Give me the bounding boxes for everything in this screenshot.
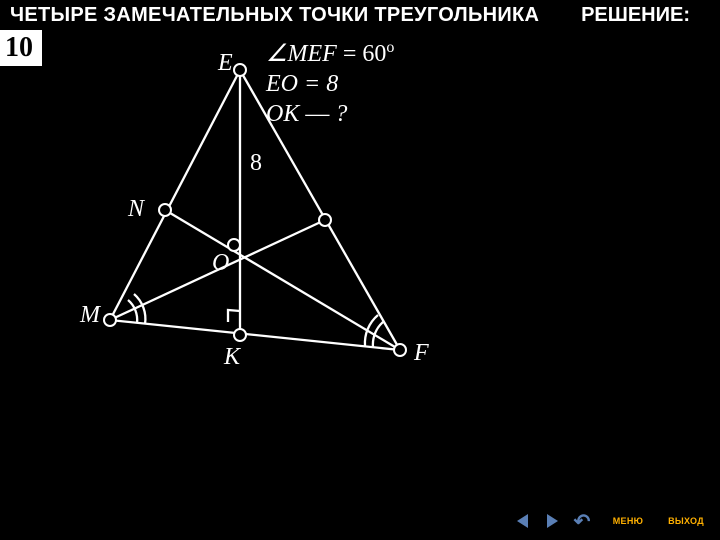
label-O: O bbox=[212, 250, 229, 277]
label-F: F bbox=[414, 340, 429, 367]
nav-bar: ↶ МЕНЮ ВЫХОД bbox=[508, 510, 712, 532]
label-K: K bbox=[224, 344, 240, 371]
point-K bbox=[234, 329, 246, 341]
chevron-left-icon bbox=[517, 514, 528, 528]
point-E bbox=[234, 64, 246, 76]
side-ME bbox=[110, 70, 240, 320]
angle-arc-F1 bbox=[373, 322, 383, 347]
problem-number-badge: 10 bbox=[0, 30, 42, 66]
chevron-right-icon bbox=[547, 514, 558, 528]
exit-button[interactable]: ВЫХОД bbox=[660, 510, 712, 532]
point-O bbox=[228, 239, 240, 251]
menu-button[interactable]: МЕНЮ bbox=[602, 510, 654, 532]
return-icon: ↶ bbox=[574, 509, 591, 534]
label-M: M bbox=[80, 302, 100, 329]
next-button[interactable] bbox=[538, 510, 566, 532]
page-title: ЧЕТЫРЕ ЗАМЕЧАТЕЛЬНЫХ ТОЧКИ ТРЕУГОЛЬНИКА bbox=[10, 4, 539, 27]
side-EF bbox=[240, 70, 400, 350]
point-N bbox=[159, 204, 171, 216]
prev-button[interactable] bbox=[508, 510, 536, 532]
label-N: N bbox=[128, 196, 144, 223]
label-E: E bbox=[218, 50, 233, 77]
point-on-EF bbox=[319, 214, 331, 226]
triangle-diagram bbox=[70, 40, 430, 400]
point-F bbox=[394, 344, 406, 356]
point-M bbox=[104, 314, 116, 326]
return-button[interactable]: ↶ bbox=[568, 510, 596, 532]
right-angle-K bbox=[228, 310, 240, 322]
solution-heading: РЕШЕНИЕ: bbox=[581, 4, 690, 27]
label-eight: 8 bbox=[250, 150, 262, 177]
